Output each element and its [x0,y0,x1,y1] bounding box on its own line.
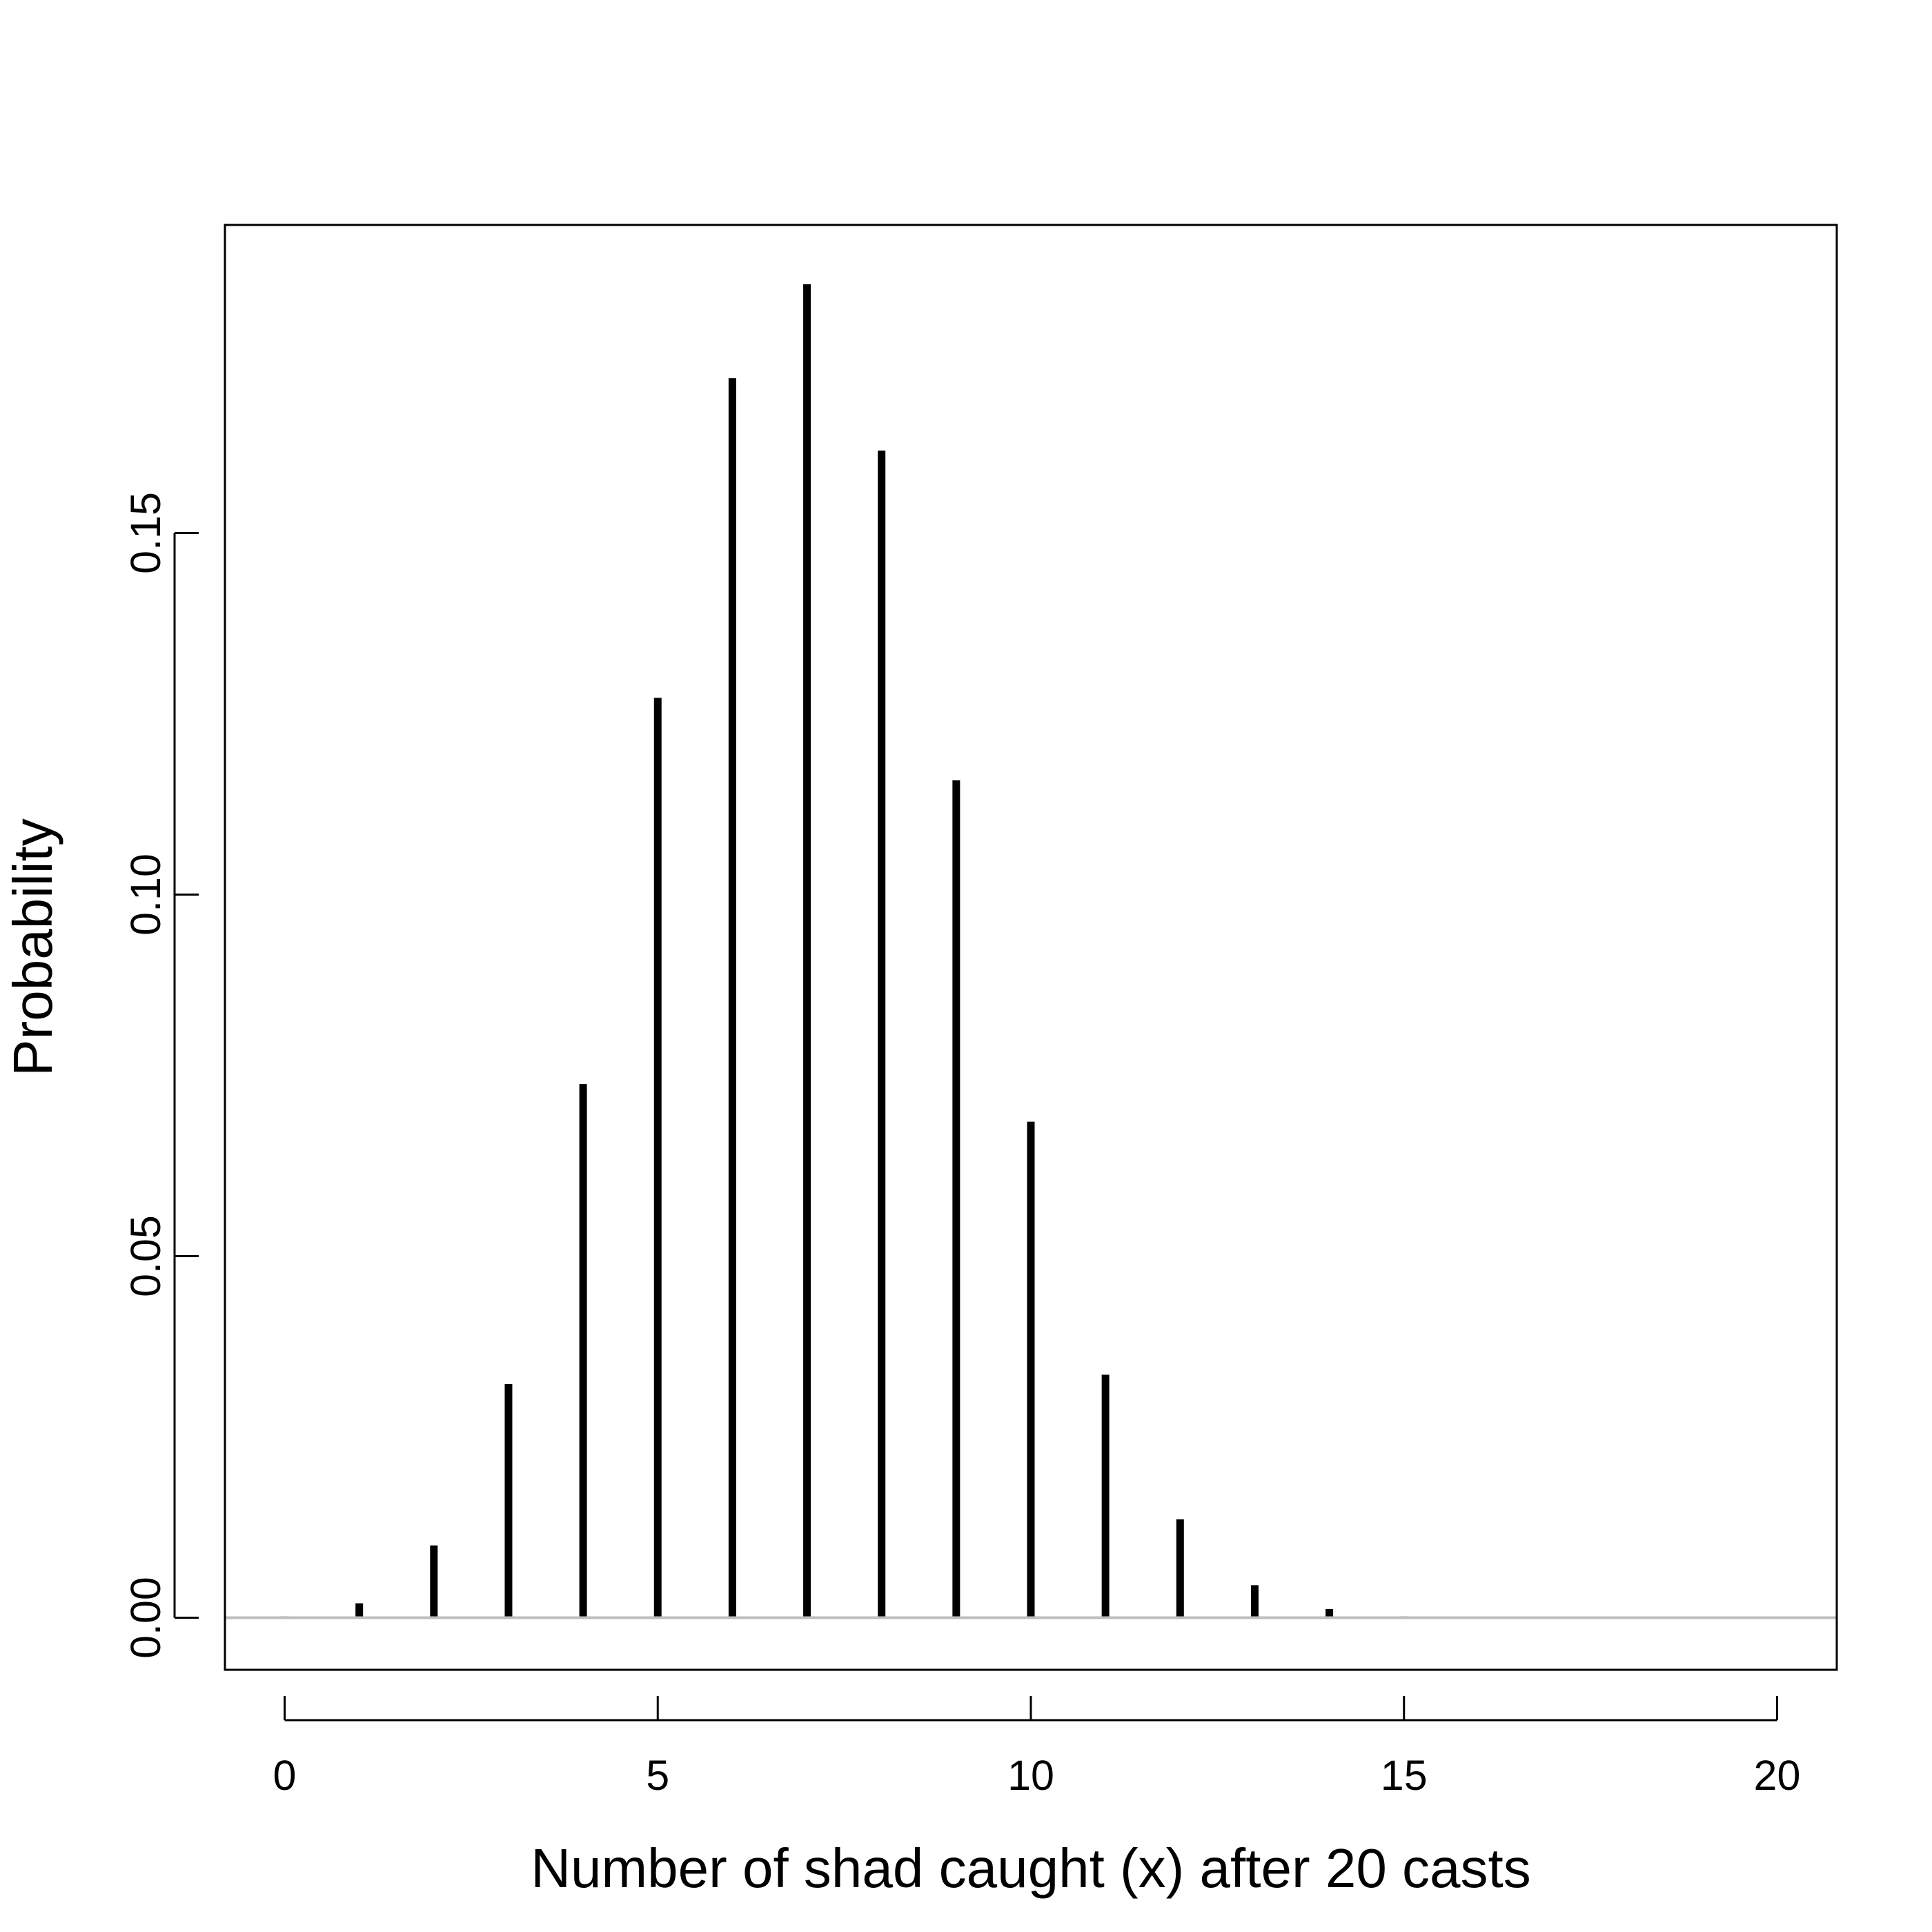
plot-frame [224,224,1838,1671]
x-tick-label: 5 [646,1752,669,1799]
y-axis-label: Probability [2,818,63,1076]
y-axis: 0.00 0.05 0.10 0.15 [122,492,199,1659]
y-tick-label: 0.15 [122,492,169,574]
x-tick-label: 0 [273,1752,297,1799]
x-axis-label: Number of shad caught (x) after 20 casts [531,1837,1531,1899]
x-tick-label: 15 [1381,1752,1428,1799]
x-axis: 0 5 10 15 20 [273,1696,1801,1799]
x-tick-label: 10 [1007,1752,1054,1799]
x-tick-label: 20 [1754,1752,1801,1799]
y-tick-label: 0.05 [122,1215,169,1297]
bar-layer [281,284,1408,1618]
y-tick-label: 0.10 [122,854,169,936]
y-tick-label: 0.00 [122,1577,169,1659]
